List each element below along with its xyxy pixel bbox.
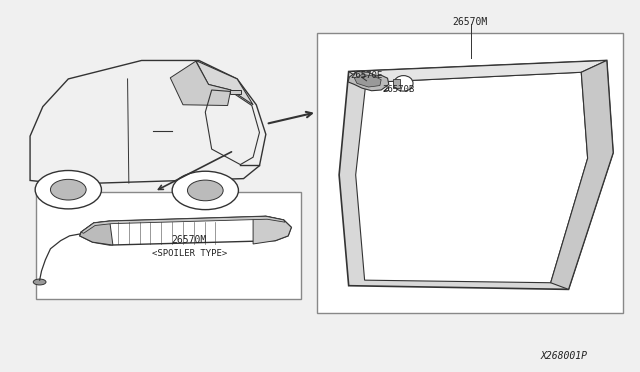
Polygon shape [253, 216, 291, 244]
Polygon shape [170, 61, 231, 106]
Text: 26570M: 26570M [172, 234, 207, 244]
Bar [36, 192, 301, 299]
Polygon shape [348, 71, 389, 91]
Polygon shape [196, 61, 253, 105]
Bar [393, 78, 400, 88]
Polygon shape [81, 216, 285, 233]
Text: X268001P: X268001P [541, 351, 588, 361]
Polygon shape [349, 61, 607, 83]
Circle shape [188, 180, 223, 201]
Polygon shape [339, 61, 613, 289]
Ellipse shape [33, 279, 46, 285]
Text: 26570M: 26570M [452, 17, 488, 27]
Circle shape [172, 171, 239, 210]
Text: 26570E: 26570E [351, 71, 383, 80]
Polygon shape [356, 72, 588, 283]
Ellipse shape [394, 76, 413, 91]
Polygon shape [550, 61, 613, 289]
Polygon shape [80, 221, 113, 245]
Text: 26570B: 26570B [383, 85, 415, 94]
Bar [230, 90, 241, 94]
Circle shape [51, 179, 86, 200]
Circle shape [35, 170, 101, 209]
Polygon shape [355, 74, 381, 87]
Text: <SPOILER TYPE>: <SPOILER TYPE> [152, 249, 227, 258]
Bar [317, 33, 623, 313]
Polygon shape [80, 216, 291, 245]
